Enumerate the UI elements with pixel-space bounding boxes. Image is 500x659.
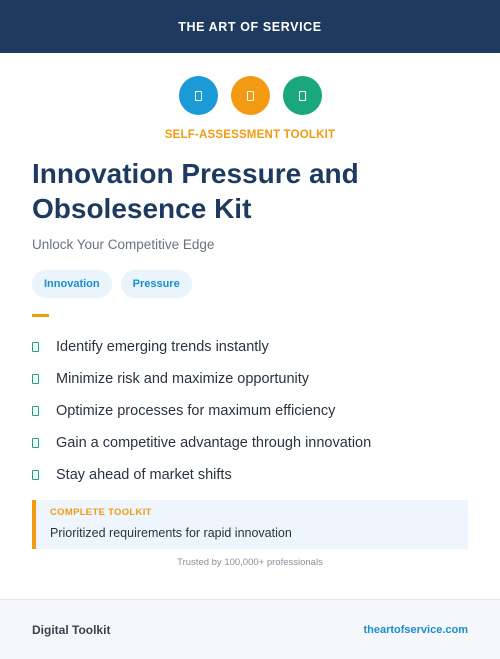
accent-divider <box>32 314 49 317</box>
subtitle: Unlock Your Competitive Edge <box>32 237 215 252</box>
check-icon <box>32 374 39 384</box>
check-icon <box>32 438 39 448</box>
feature-list: Identify emerging trends instantly Minim… <box>32 331 371 491</box>
top-banner: THE ART OF SERVICE <box>0 0 500 53</box>
tag-pressure: Pressure <box>120 270 192 298</box>
check-icon <box>32 406 39 416</box>
document-icon <box>282 76 322 115</box>
website-link[interactable]: theartofservice.com <box>363 623 468 636</box>
kicker-label: SELF-ASSESSMENT TOOLKIT <box>164 129 336 141</box>
feature-text: Identify emerging trends instantly <box>56 339 269 355</box>
check-icon <box>32 470 39 480</box>
brand-name: THE ART OF SERVICE <box>178 19 322 34</box>
footer: Digital Toolkit theartofservice.com <box>0 599 500 659</box>
list-item: Identify emerging trends instantly <box>32 331 371 363</box>
feature-text: Gain a competitive advantage through inn… <box>56 435 372 451</box>
tag-innovation: Innovation <box>32 270 112 298</box>
list-item: Optimize processes for maximum efficienc… <box>32 395 371 427</box>
toolkit-callout: COMPLETE TOOLKIT Prioritized requirement… <box>32 500 468 549</box>
callout-label: COMPLETE TOOLKIT <box>50 507 152 518</box>
check-icon <box>32 342 39 352</box>
list-item: Stay ahead of market shifts <box>32 459 371 491</box>
document-icon <box>178 76 218 115</box>
footer-label: Digital Toolkit <box>32 622 111 637</box>
trusted-note: Trusted by 100,000+ professionals <box>177 557 323 568</box>
page-title: Innovation Pressure and Obsolesence Kit <box>32 158 359 224</box>
feature-text: Minimize risk and maximize opportunity <box>56 371 310 387</box>
list-item: Minimize risk and maximize opportunity <box>32 363 371 395</box>
feature-text: Optimize processes for maximum efficienc… <box>56 403 336 419</box>
callout-text: Prioritized requirements for rapid innov… <box>50 526 292 540</box>
feature-text: Stay ahead of market shifts <box>56 467 232 483</box>
tag-list: Innovation Pressure <box>32 270 192 298</box>
list-item: Gain a competitive advantage through inn… <box>32 427 371 459</box>
icon-row <box>0 76 500 115</box>
document-icon <box>230 76 270 115</box>
